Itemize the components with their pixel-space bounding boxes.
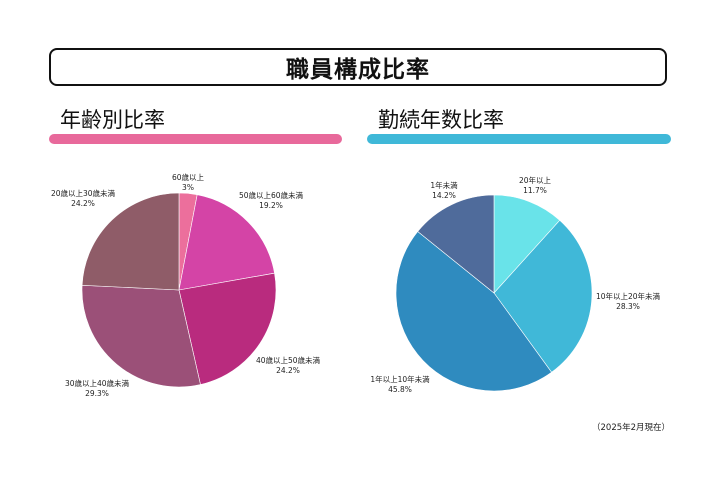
tenure-slice-percent-2: 45.8%: [388, 385, 412, 394]
age-slice-label-1: 50歳以上60歳未満: [239, 190, 304, 200]
tenure-slice-label-2: 1年以上10年未満: [370, 374, 430, 384]
page-title: 職員構成比率: [49, 48, 667, 86]
age-section-title: 年齢別比率: [60, 108, 165, 132]
age-slice-percent-1: 19.2%: [259, 201, 283, 210]
age-pie-slice-3: [81, 284, 201, 388]
age-slice-label-3: 30歳以上40歳未満: [65, 378, 130, 388]
tenure-slice-percent-1: 28.3%: [616, 302, 640, 311]
age-slice-percent-2: 24.2%: [276, 366, 300, 375]
tenure-slice-percent-0: 11.7%: [523, 186, 547, 195]
tenure-slice-label-3: 1年未満: [430, 180, 458, 190]
tenure-slice-percent-3: 14.2%: [432, 191, 456, 200]
tenure-section-bar: [367, 134, 671, 144]
tenure-pie-slice-3: [417, 194, 495, 294]
tenure-pie-slice-1: [493, 219, 593, 373]
age-pie-slice-4: [81, 192, 180, 291]
tenure-section-title: 勤続年数比率: [378, 108, 504, 132]
tenure-pie-slice-0: [493, 194, 561, 294]
age-pie-slice-2: [178, 272, 277, 385]
tenure-pie-slice-2: [395, 231, 553, 392]
age-slice-label-2: 40歳以上50歳未満: [256, 355, 321, 365]
age-slice-label-4: 20歳以上30歳未満: [51, 188, 116, 198]
age-section-bar: [49, 134, 342, 144]
age-pie-slice-1: [178, 194, 275, 291]
age-slice-percent-4: 24.2%: [71, 199, 95, 208]
age-slice-percent-3: 29.3%: [85, 389, 109, 398]
age-slice-label-0: 60歳以上: [172, 172, 205, 182]
footnote: （2025年2月現在）: [592, 423, 671, 433]
tenure-slice-label-0: 20年以上: [519, 175, 552, 185]
tenure-slice-label-1: 10年以上20年未満: [596, 291, 661, 301]
age-slice-percent-0: 3%: [182, 183, 194, 192]
